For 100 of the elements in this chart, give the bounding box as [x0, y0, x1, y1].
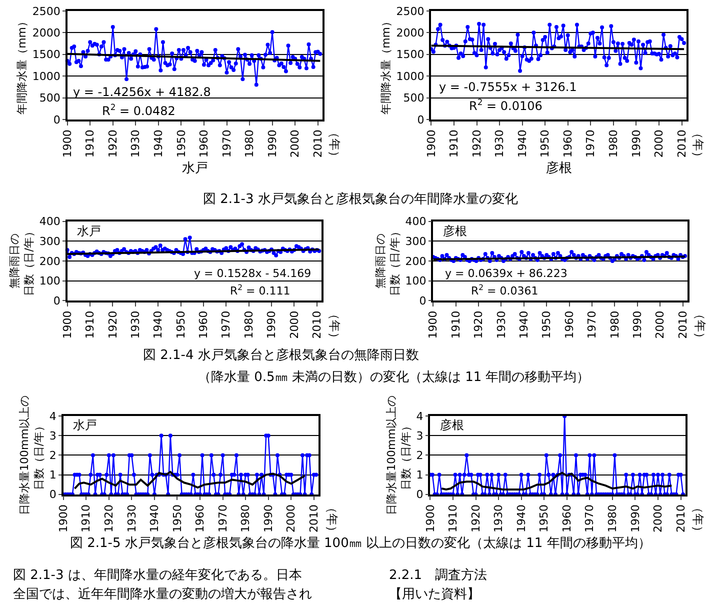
- y-axis-title: 年間降水量（mm）: [379, 16, 392, 114]
- x-axis-title: 彦根: [546, 160, 572, 176]
- annotation: R$^{2}$ = 0.0361: [471, 283, 538, 298]
- x-tick-label: 1950: [170, 504, 184, 533]
- x-tick-label: 1960: [194, 504, 207, 533]
- y-tick-label: 500: [39, 92, 60, 105]
- x-tick-label: 2000: [288, 310, 301, 339]
- annotation: y = 0.0639x + 86.223: [445, 267, 568, 280]
- caption: 図 2.1-3 水戸気象台と彦根気象台の年間降水量の変化: [203, 191, 518, 207]
- y-tick-label: 300: [39, 234, 60, 248]
- x-tick-label: 1970: [216, 504, 230, 533]
- text: （降水量 0.5㎜ 未満の日数）の変化（太線は 11 年間の移動平均）: [198, 369, 590, 385]
- x-tick-label: 1960: [197, 310, 210, 339]
- y-tick-label: 3: [49, 430, 56, 443]
- x-axis-title: 水戸: [182, 161, 208, 176]
- x-tick-label: 1940: [152, 310, 165, 339]
- x-tick-label: 1970: [583, 504, 596, 533]
- y-tick-label: 0: [53, 294, 60, 308]
- x-tick-label: 2010: [675, 130, 688, 158]
- y-axis-title: 日降水量100mm以上の日数（日/年）: [18, 396, 46, 515]
- x-tick-label: 1950: [174, 130, 188, 158]
- x-tick-label: 1920: [106, 310, 120, 339]
- x-tick-label: 1980: [607, 130, 620, 158]
- x-tick-label: 1930: [493, 130, 506, 158]
- x-tick-label: 1910: [84, 130, 97, 158]
- x-tick-label: 1920: [470, 130, 484, 158]
- annotation: 彦根: [443, 224, 467, 238]
- y-tick-label: 4: [416, 410, 424, 423]
- x-tick-label: 1980: [606, 504, 620, 533]
- x-tick-label: 1980: [239, 504, 252, 533]
- y-tick-label: 0: [417, 113, 424, 126]
- y-axis-title: 無降雨日の日数（日/年）: [374, 226, 402, 296]
- text: （年）: [693, 308, 708, 344]
- y-tick-label: 300: [405, 234, 426, 248]
- y-tick-label: 4: [49, 410, 56, 423]
- x-tick-label: 1940: [518, 310, 531, 339]
- caption: 図 2.1-5 水戸気象台と彦根気象台の降水量 100㎜ 以上の日数の変化（太線は 11 年間の移動平均）: [70, 535, 651, 551]
- x-tick-label: 1900: [424, 130, 438, 158]
- y-tick-label: 2500: [396, 4, 424, 18]
- text: （年）: [327, 126, 342, 163]
- x-tick-label: 1960: [561, 130, 574, 158]
- x-tick-label: 2010: [307, 504, 320, 533]
- y-tick-label: 0: [419, 294, 426, 308]
- x-tick-label: 1930: [492, 504, 506, 533]
- annotation: R$^{2}$ = 0.111: [230, 283, 290, 298]
- x-tick-label: 1950: [538, 504, 551, 533]
- annotation: 水戸: [77, 224, 101, 238]
- x-tick-label: 1940: [152, 130, 165, 158]
- x-tick-label: 1930: [129, 130, 142, 158]
- x-tick-label: 2010: [310, 310, 324, 339]
- y-tick-label: 2000: [32, 26, 60, 40]
- y-axis-title: 無降雨日の日数（日/年）: [8, 226, 36, 296]
- x-tick-label: 1910: [80, 504, 93, 533]
- x-tick-label: 1930: [128, 310, 142, 339]
- x-tick-label: 1970: [220, 310, 233, 339]
- x-tick-label: 1930: [125, 504, 138, 533]
- y-tick-label: 1: [416, 468, 424, 482]
- x-tick-label: 1900: [426, 310, 440, 339]
- x-tick-label: 1900: [56, 504, 70, 533]
- x-tick-label: 1940: [516, 130, 529, 158]
- annotation: 水戸: [73, 418, 97, 432]
- caption: 図 2.1-4 水戸気象台と彦根気象台の無降雨日数: [143, 347, 419, 363]
- x-tick-label: 1900: [60, 130, 74, 158]
- x-tick-label: 1960: [562, 310, 576, 339]
- x-tick-label: 1930: [494, 310, 508, 339]
- x-tick-label: 2010: [311, 130, 324, 158]
- x-tick-label: 1990: [628, 504, 642, 533]
- x-tick-label: 2000: [654, 310, 667, 339]
- caption: 図 2.1-3 は、年間降水量の経年変化である。日本: [13, 567, 302, 583]
- y-tick-label: 400: [39, 215, 60, 228]
- y-tick-label: 2500: [32, 4, 60, 18]
- y-tick-label: 0: [49, 488, 56, 502]
- y-axis-title: 日降水量100mm以上の日数（日/年）: [385, 396, 412, 515]
- x-tick-label: 1990: [630, 130, 643, 158]
- x-tick-label: 1910: [84, 310, 97, 339]
- text: （年）: [327, 308, 342, 344]
- y-tick-label: 400: [405, 215, 426, 228]
- y-tick-label: 2000: [396, 26, 424, 40]
- x-tick-label: 1990: [265, 310, 278, 339]
- y-tick-label: 1500: [32, 48, 60, 62]
- x-tick-label: 1960: [198, 130, 211, 158]
- annotation: 彦根: [440, 418, 464, 432]
- y-tick-label: 100: [405, 274, 426, 288]
- x-tick-label: 1910: [449, 310, 462, 339]
- x-tick-label: 1920: [472, 310, 486, 339]
- text: （年）: [325, 502, 340, 538]
- y-tick-label: 0: [53, 113, 60, 126]
- annotation: y = 0.1528x - 54.169: [194, 267, 312, 280]
- x-tick-label: 1970: [586, 310, 599, 339]
- y-axis-title: 年間降水量（mm）: [16, 16, 29, 114]
- y-tick-label: 3: [416, 430, 424, 443]
- y-tick-label: 1: [49, 468, 56, 482]
- x-tick-label: 1990: [266, 130, 279, 158]
- x-tick-label: 2010: [676, 310, 690, 339]
- x-tick-label: 1970: [220, 130, 234, 158]
- text: （年）: [691, 126, 706, 163]
- y-tick-label: 0: [416, 488, 424, 502]
- text: 2.2.1 調査方法: [389, 567, 488, 583]
- x-tick-label: 1900: [60, 310, 74, 339]
- x-tick-label: 1950: [174, 310, 188, 339]
